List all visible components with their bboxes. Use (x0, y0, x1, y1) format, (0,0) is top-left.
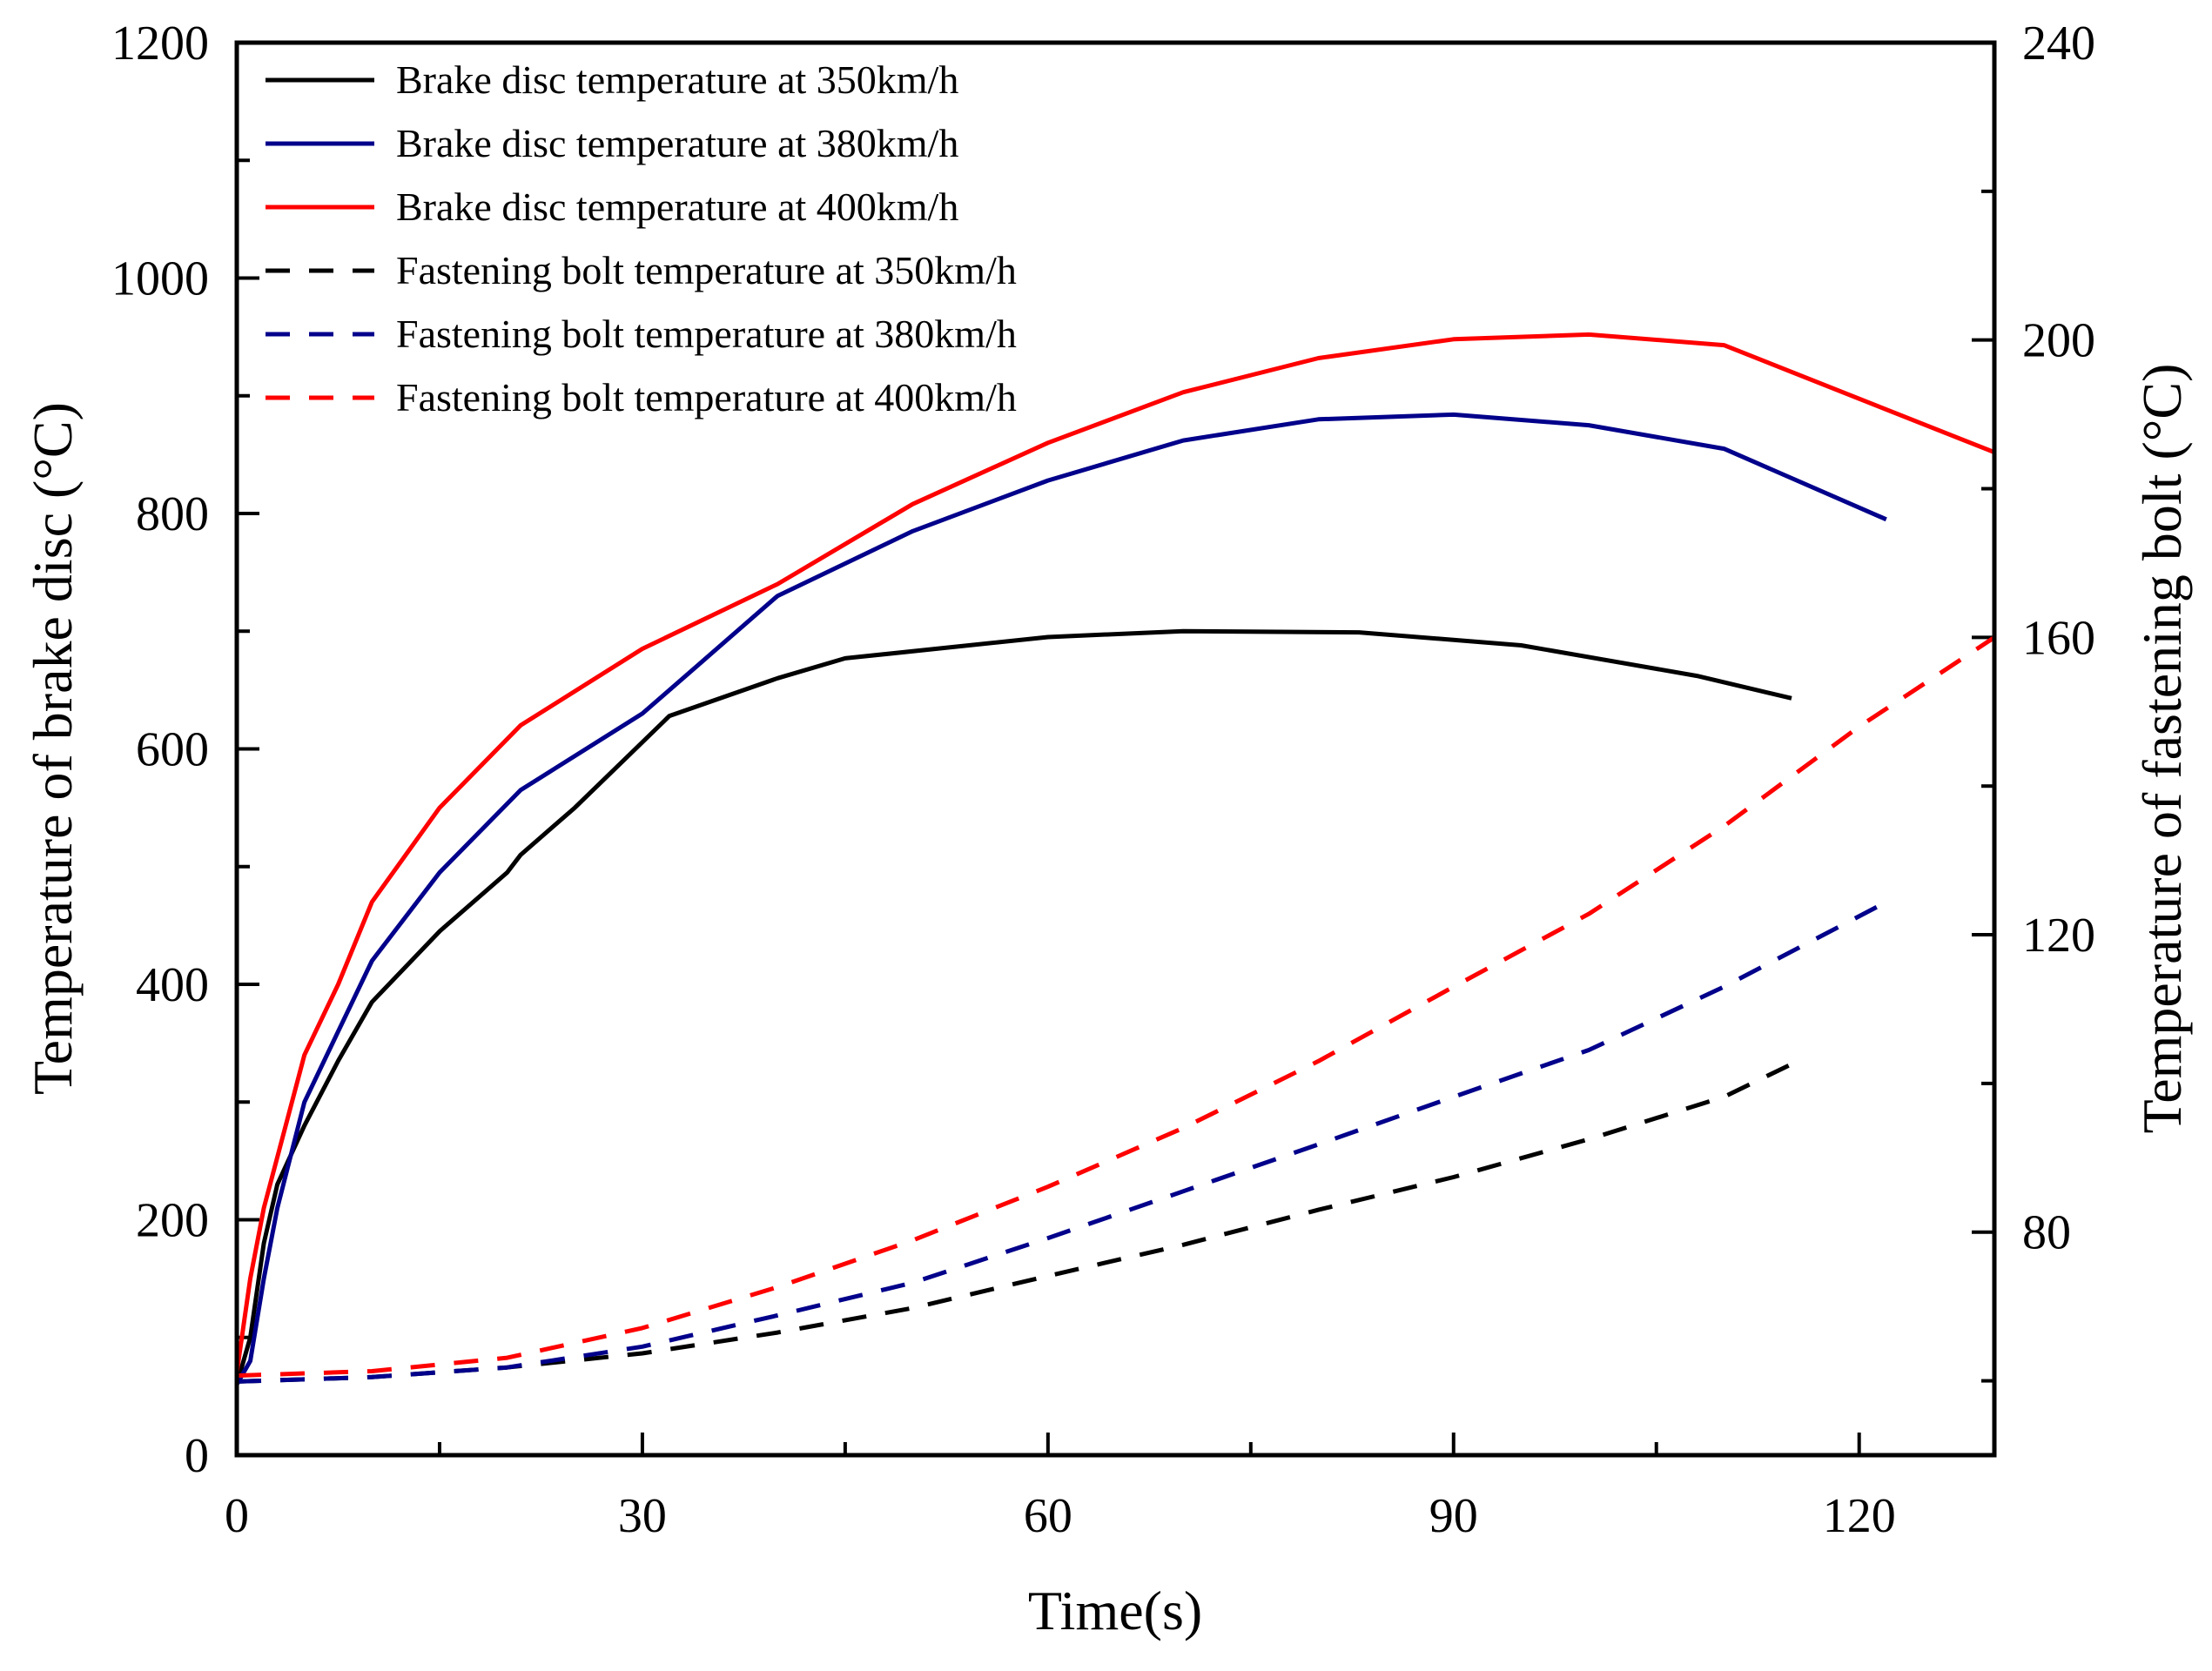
y2-tick-label: 80 (2022, 1206, 2071, 1260)
y-tick-label: 1000 (111, 252, 209, 306)
plot-frame (234, 40, 1997, 1458)
y2-tick-label: 240 (2022, 17, 2095, 70)
legend-label: Brake disc temperature at 400km/h (396, 185, 958, 229)
x-tick-label: 0 (225, 1489, 249, 1543)
series-line-4 (236, 1062, 1793, 1384)
legend-label: Fastening bolt temperature at 380km/h (396, 312, 1017, 356)
legend: Brake disc temperature at 350km/h Brake d… (266, 57, 1017, 419)
y-tick-label: 800 (136, 487, 209, 541)
y2-tick-label: 200 (2022, 314, 2095, 368)
y-tick-label: 1200 (111, 17, 209, 70)
series-line-2 (234, 412, 1887, 1386)
y2-tick-label: 120 (2022, 909, 2095, 963)
legend-label: Brake disc temperature at 350km/h (396, 57, 958, 102)
legend-label: Fastening bolt temperature at 350km/h (396, 248, 1017, 292)
axis-ticks: 0 30 60 90 120020040060080010001200801201602… (111, 17, 2095, 1543)
x-tick-label: 30 (618, 1489, 667, 1543)
series-lines (234, 332, 1996, 1386)
series-line-6 (236, 635, 1996, 1379)
y-tick-label: 600 (136, 723, 209, 777)
x-tick-label: 120 (1823, 1489, 1896, 1543)
legend-label: Brake disc temperature at 380km/h (396, 121, 958, 165)
y-tick-label: 400 (136, 958, 209, 1012)
legend-label: Fastening bolt temperature at 400km/h (396, 375, 1017, 419)
series-line-1 (234, 628, 1792, 1386)
x-axis-label: Time(s) (1028, 1580, 1202, 1641)
y2-axis-label: Temperature of fastening bolt (°C) (2131, 364, 2193, 1134)
x-tick-label: 90 (1429, 1489, 1478, 1543)
y-axis-label: Temperature of brake disc (°C) (22, 402, 84, 1095)
y-tick-label: 0 (185, 1429, 209, 1483)
y-tick-label: 200 (136, 1194, 209, 1248)
y2-tick-label: 160 (2022, 611, 2095, 665)
x-tick-label: 60 (1024, 1489, 1072, 1543)
series-line-3 (234, 332, 1995, 1373)
series-line-5 (236, 900, 1887, 1384)
